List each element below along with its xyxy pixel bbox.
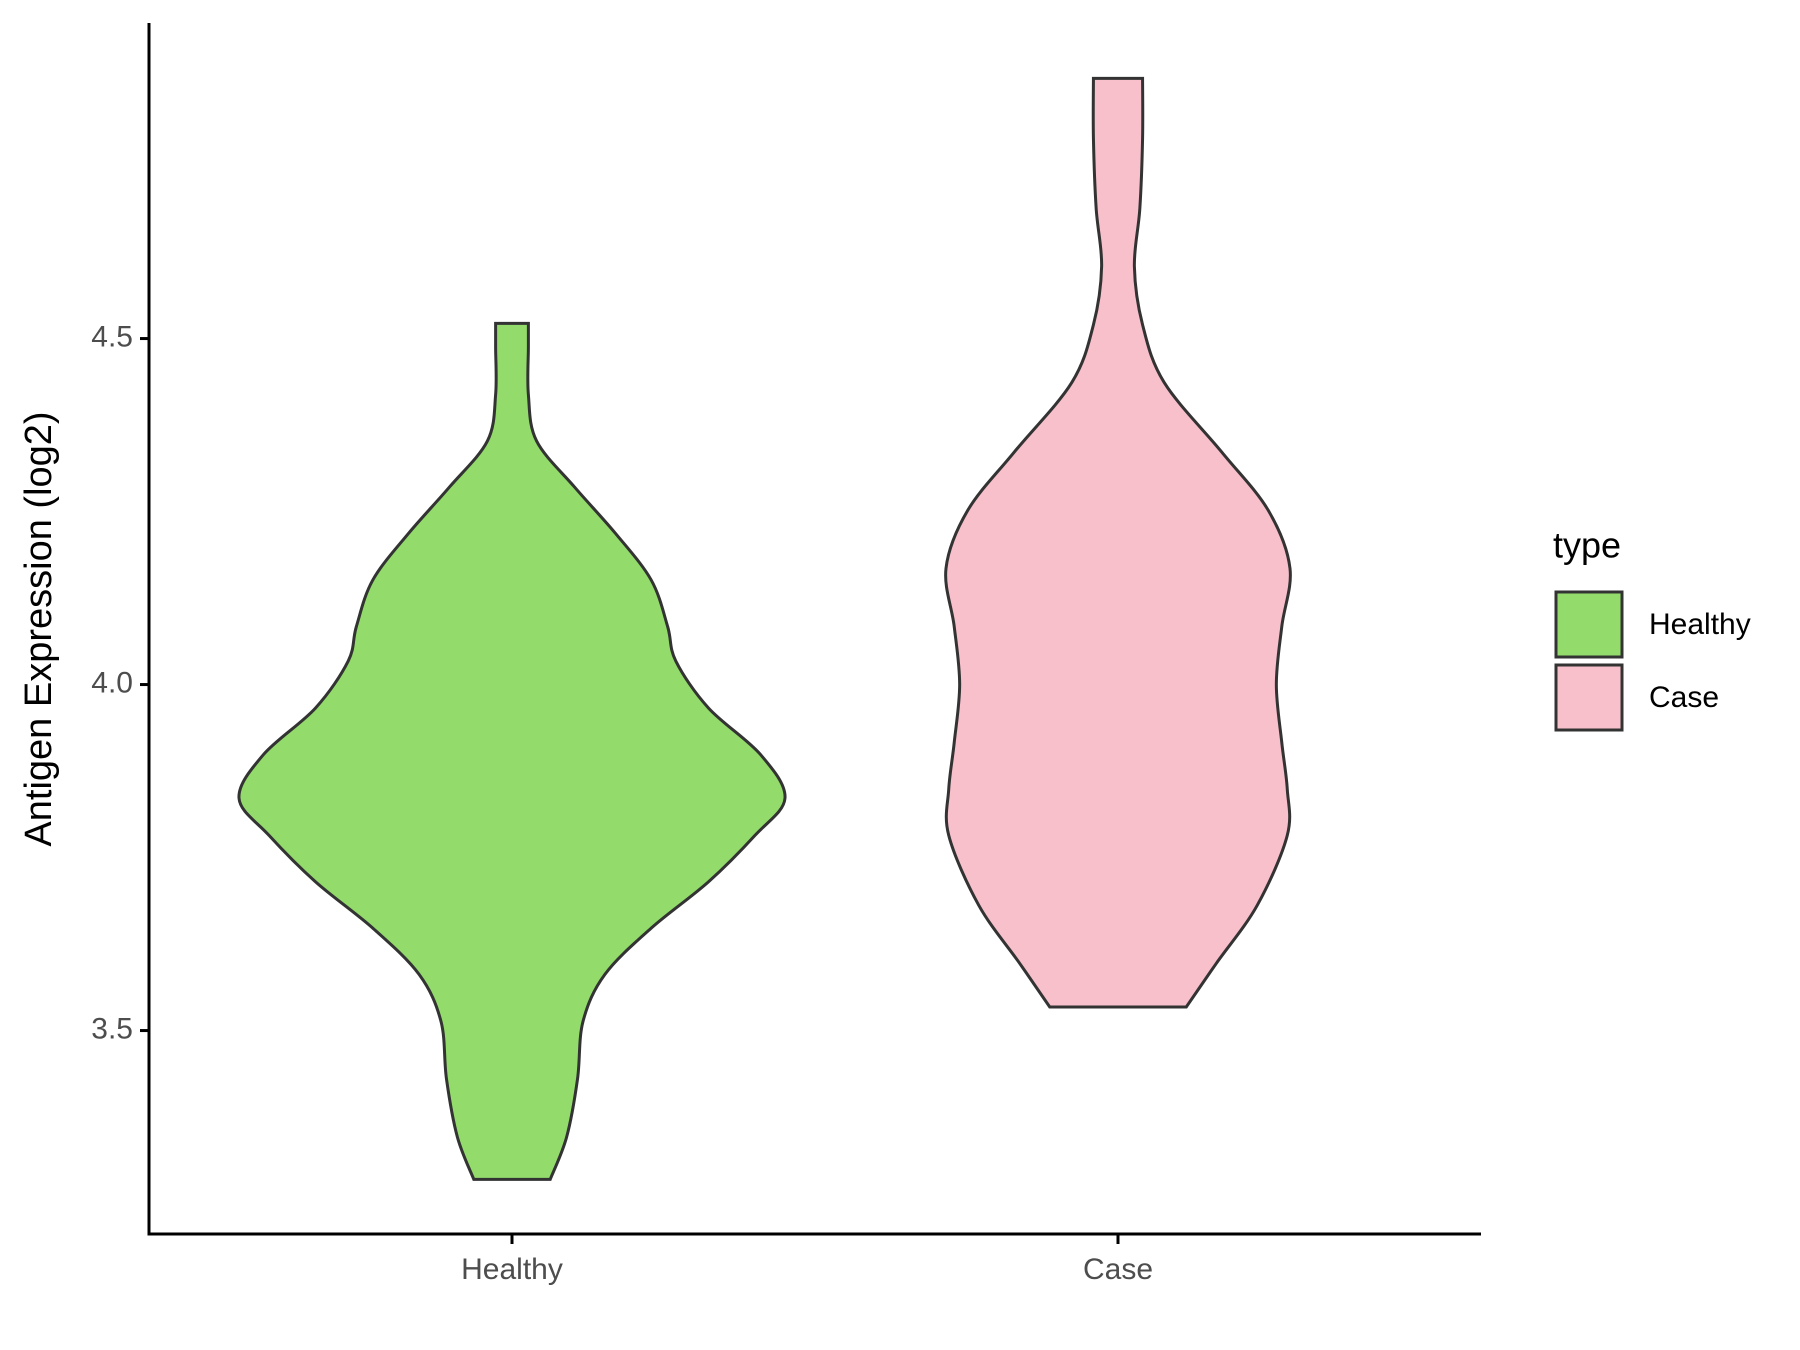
violin bbox=[944, 76, 1292, 1009]
y-tick-label: 4.0 bbox=[91, 666, 133, 699]
y-tick-label: 4.5 bbox=[91, 320, 133, 353]
x-tick-label: Case bbox=[1083, 1253, 1153, 1286]
y-tick-label: 3.5 bbox=[91, 1012, 133, 1045]
legend-swatch bbox=[1554, 663, 1624, 732]
legend-label: Healthy bbox=[1649, 608, 1751, 641]
legend-title: type bbox=[1553, 525, 1621, 566]
legend-swatch bbox=[1554, 590, 1624, 659]
legend-label: Case bbox=[1649, 681, 1719, 714]
y-axis-title: Antigen Expression (log2) bbox=[18, 411, 60, 846]
x-tick-label: Healthy bbox=[461, 1253, 563, 1286]
violin bbox=[237, 321, 787, 1181]
